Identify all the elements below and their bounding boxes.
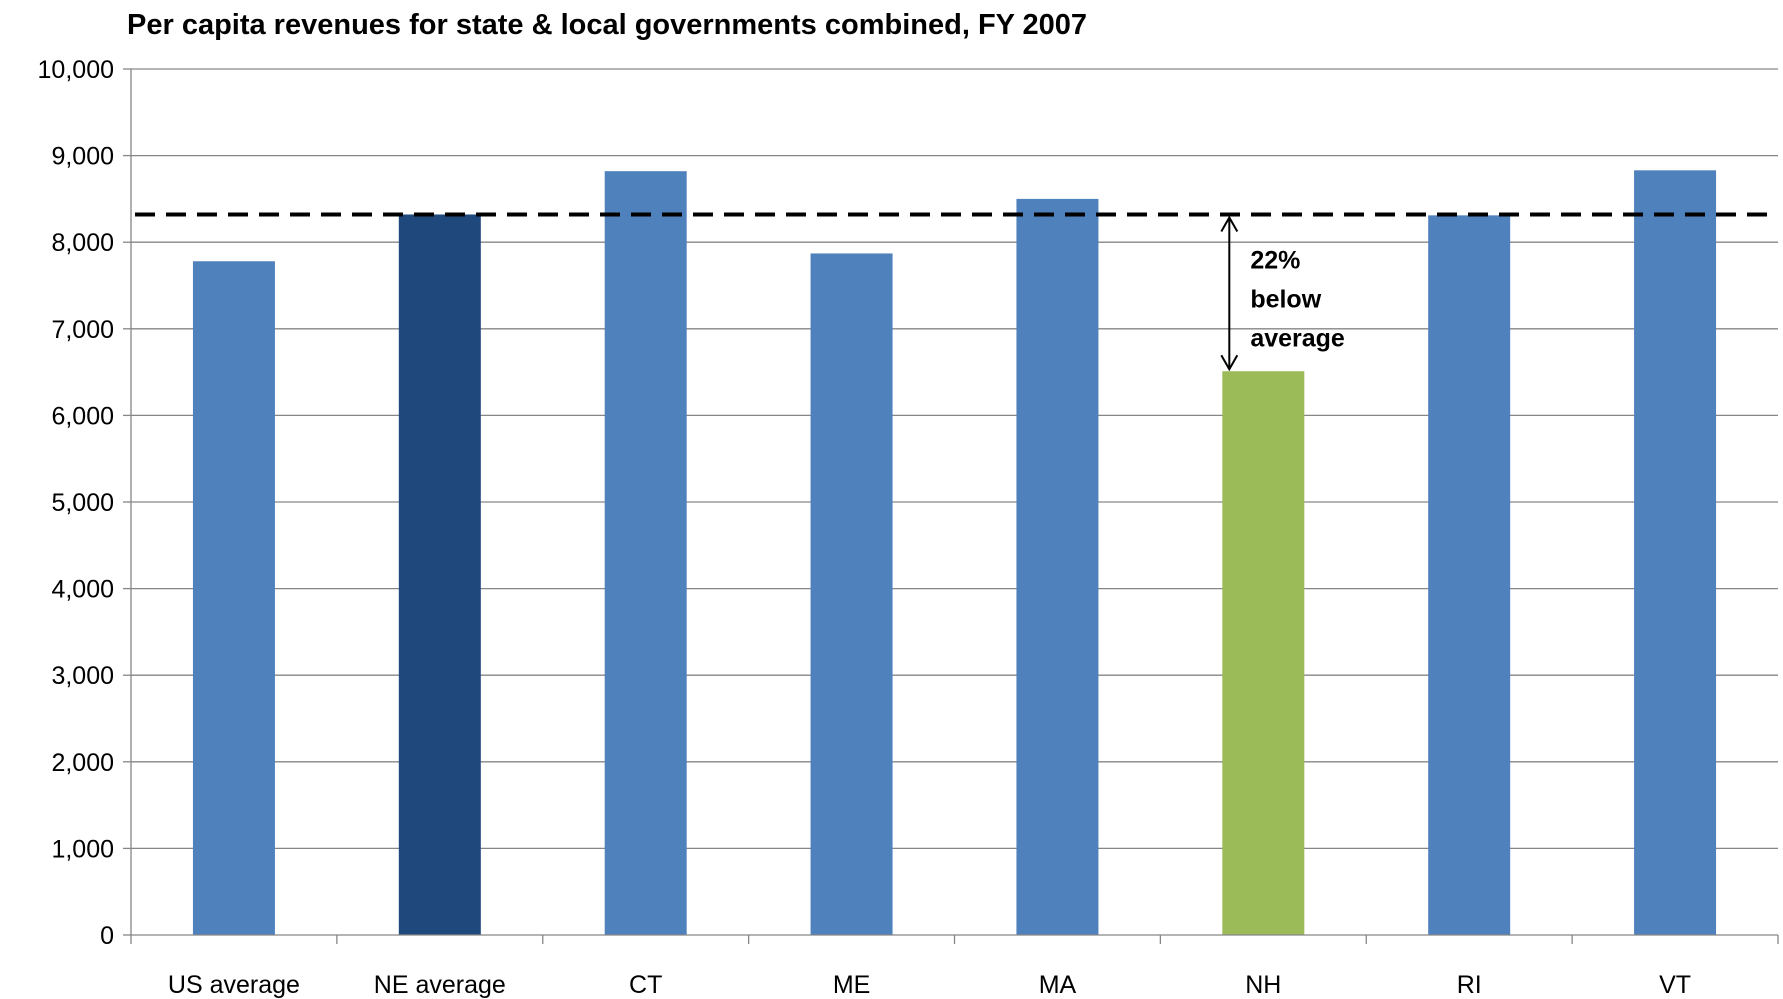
bar <box>398 214 481 935</box>
annotation-text: average <box>1250 324 1345 352</box>
y-tick-label: 5,000 <box>51 489 114 517</box>
bar <box>1428 215 1511 935</box>
chart-title: Per capita revenues for state & local go… <box>127 9 1087 41</box>
bar <box>1634 170 1717 935</box>
y-tick-label: 0 <box>100 922 114 950</box>
y-tick-label: 7,000 <box>51 316 114 344</box>
x-tick-label: NE average <box>374 971 506 999</box>
arrowhead-up-icon <box>1220 215 1239 232</box>
x-tick-label: CT <box>629 971 662 999</box>
bar <box>1016 198 1099 935</box>
x-tick-label: ME <box>833 971 871 999</box>
y-tick-label: 2,000 <box>51 749 114 777</box>
y-tick-label: 1,000 <box>51 835 114 863</box>
annotation-text: 22% <box>1250 246 1300 274</box>
bar <box>192 261 275 935</box>
x-tick-label: RI <box>1457 971 1482 999</box>
y-tick-label: 10,000 <box>38 56 114 84</box>
annotation-group: 22% below average <box>1220 215 1345 372</box>
axes: 0 1,000 2,000 3,000 4,000 5,000 6,000 7,000 8,00… <box>38 56 1779 999</box>
x-tick-label: NH <box>1245 971 1281 999</box>
annotation-text: below <box>1250 285 1321 313</box>
x-tick-label: MA <box>1039 971 1077 999</box>
bar <box>604 171 687 936</box>
x-tick-label: VT <box>1659 971 1691 999</box>
arrowhead-down-icon <box>1220 354 1239 372</box>
bar <box>1222 371 1305 935</box>
y-tick-label: 8,000 <box>51 229 114 257</box>
bars <box>192 170 1717 936</box>
y-tick-label: 9,000 <box>51 143 114 171</box>
y-tick-label: 4,000 <box>51 576 114 604</box>
gridlines <box>131 68 1778 850</box>
x-tick-label: US average <box>168 971 300 999</box>
y-tick-label: 3,000 <box>51 662 114 690</box>
y-tick-label: 6,000 <box>51 402 114 430</box>
bar <box>810 253 893 935</box>
